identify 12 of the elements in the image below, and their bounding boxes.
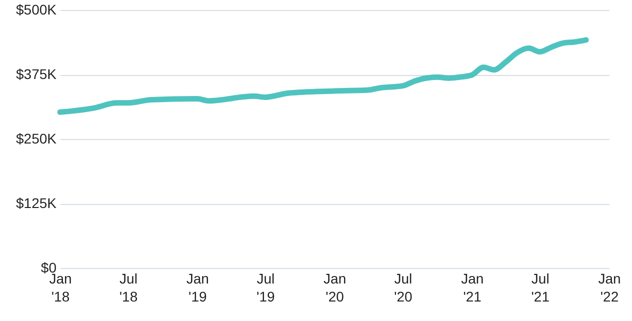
x-tick-label: Jul '20 [394,270,413,304]
y-tick-label: $250K [16,130,58,146]
x-tick-label: Jul '19 [256,270,276,304]
y-tick-label: $500K [16,2,58,18]
x-tick-label: Jan '19 [186,270,209,304]
y-tick-label: $125K [16,195,58,211]
x-tick-label: Jan '22 [598,270,621,304]
y-tick-label: $375K [16,66,58,82]
x-tick-label: Jul '18 [119,270,138,304]
x-tick-label: Jul '21 [531,270,550,304]
x-tick-label: Jan '20 [324,270,346,304]
x-tick-label: Jan '21 [461,270,484,304]
